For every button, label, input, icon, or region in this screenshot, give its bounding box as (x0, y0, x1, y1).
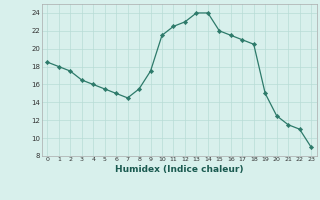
X-axis label: Humidex (Indice chaleur): Humidex (Indice chaleur) (115, 165, 244, 174)
